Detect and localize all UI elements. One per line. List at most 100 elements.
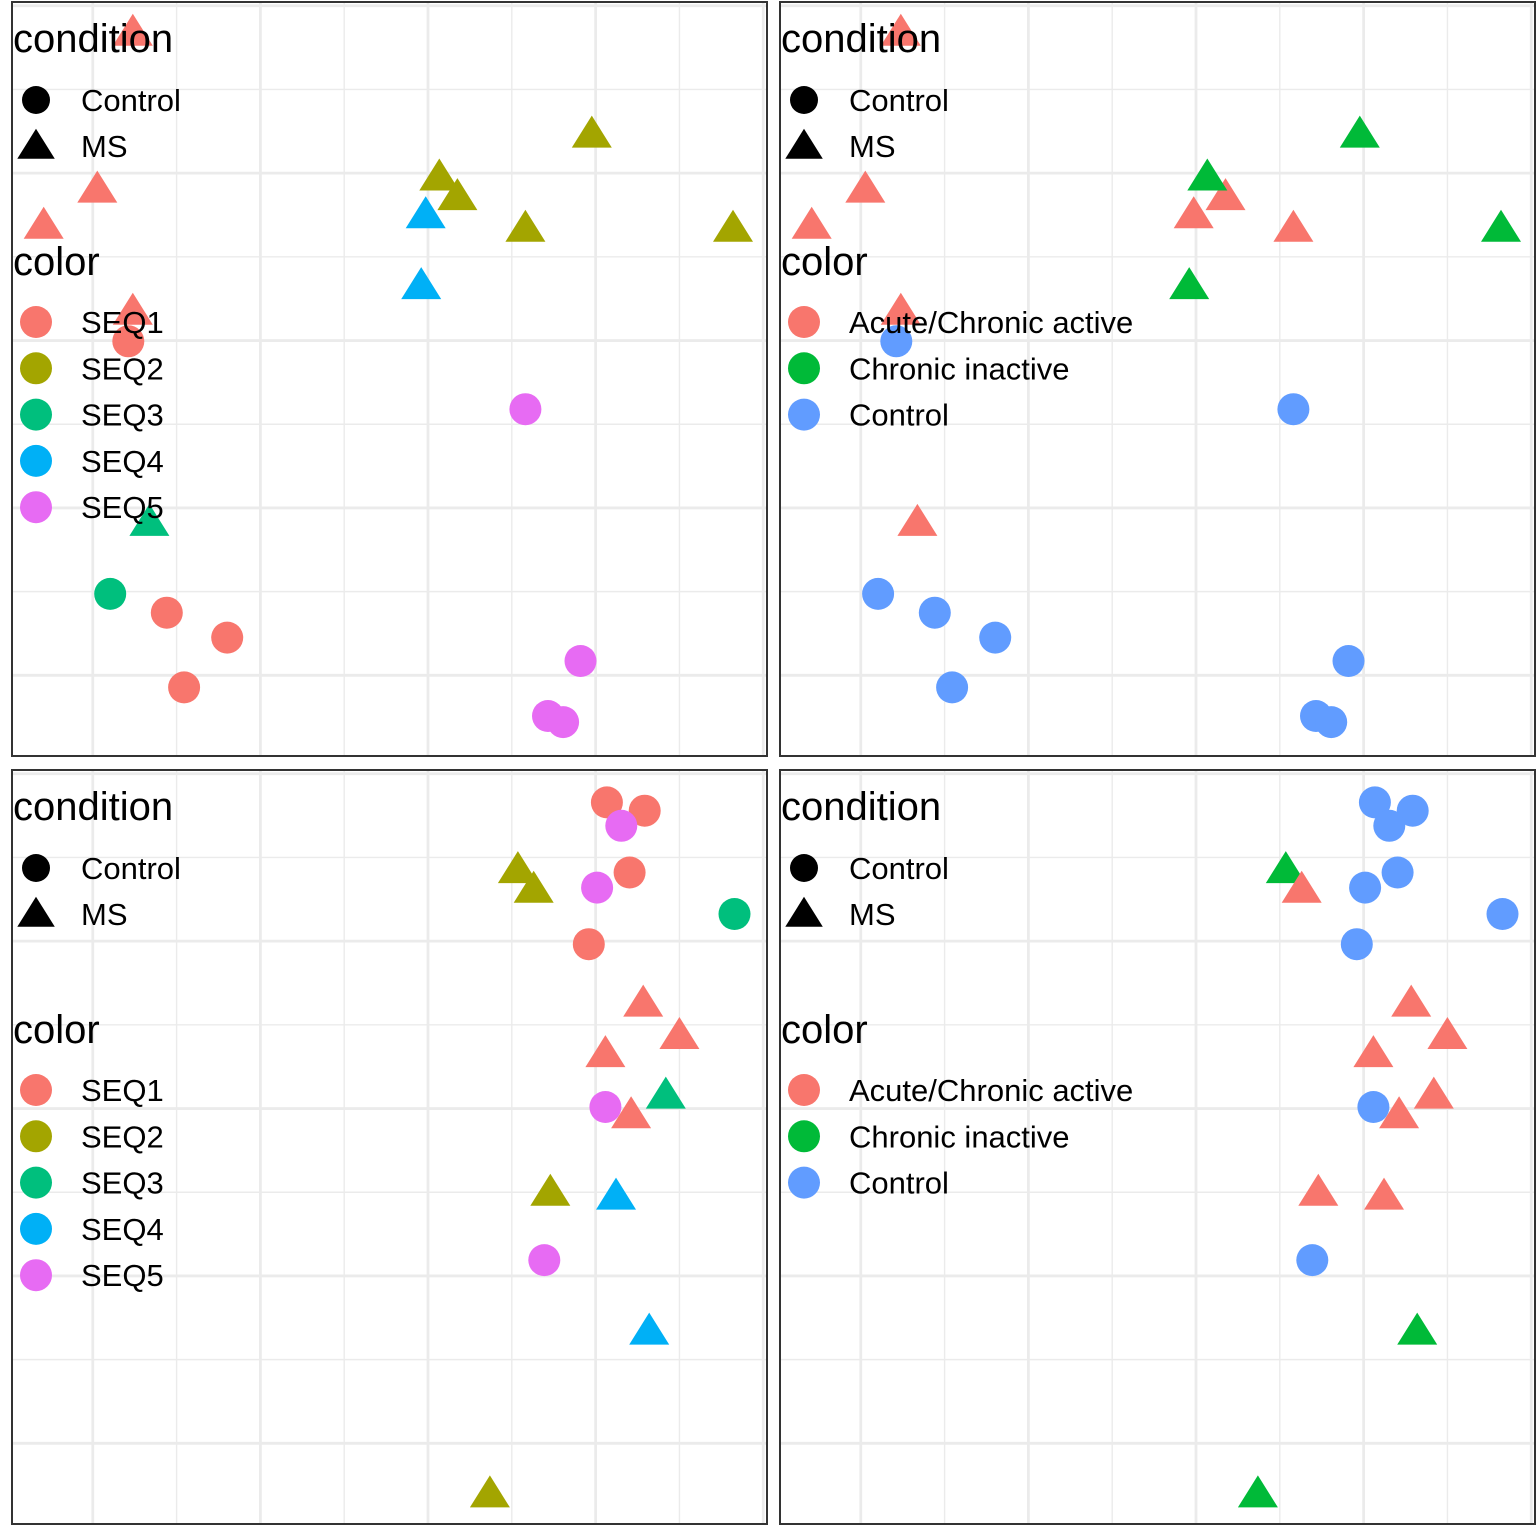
point-acute-chronic-active-ms bbox=[1173, 196, 1214, 229]
legend-key-control bbox=[790, 86, 818, 114]
legend-key-seq5 bbox=[20, 491, 52, 524]
panel-border bbox=[779, 1, 1536, 757]
legend-key-seq4 bbox=[20, 444, 52, 477]
point-seq3-ms bbox=[645, 1076, 686, 1109]
legend-key-ms bbox=[785, 896, 823, 927]
point-acute-chronic-active-ms bbox=[791, 206, 832, 239]
legend-key-acute-chronic-active bbox=[788, 1074, 820, 1106]
legend-label-chronic-inactive: Chronic inactive bbox=[849, 351, 1070, 386]
point-control-control bbox=[1373, 809, 1406, 842]
point-acute-chronic-active-ms bbox=[1353, 1035, 1394, 1068]
legend: condition Control MS color Acute/Chronic act… bbox=[781, 785, 1133, 1201]
point-seq5-control bbox=[528, 1244, 561, 1277]
data-points bbox=[469, 786, 751, 1508]
legend-key-acute-chronic-active bbox=[788, 306, 820, 338]
point-chronic-inactive-ms bbox=[1397, 1312, 1438, 1345]
point-seq5-control bbox=[589, 1091, 622, 1123]
panel-border bbox=[779, 769, 1536, 1525]
panel-border bbox=[11, 769, 768, 1525]
point-chronic-inactive-ms bbox=[1169, 267, 1210, 300]
point-seq4-ms bbox=[629, 1312, 670, 1345]
point-seq3-control bbox=[718, 898, 751, 930]
legend-label-ms: MS bbox=[81, 129, 128, 164]
point-acute-chronic-active-ms bbox=[1364, 1177, 1404, 1210]
point-control-control bbox=[1296, 1244, 1329, 1277]
legend-label-control: Control bbox=[849, 851, 949, 886]
legend-title-color: color bbox=[781, 1008, 868, 1052]
legend-key-ms bbox=[785, 128, 823, 159]
point-seq3-control bbox=[94, 577, 127, 610]
point-seq1-control bbox=[211, 621, 244, 654]
point-seq3-ms bbox=[129, 503, 170, 536]
legend-key-chronic-inactive bbox=[788, 352, 820, 385]
legend-label-seq2: SEQ2 bbox=[81, 351, 164, 386]
legend-key-ms bbox=[17, 128, 55, 159]
legend-key-control bbox=[790, 854, 818, 882]
scatter-panel-bottom-right: condition Control MS color Acute/Chronic act… bbox=[779, 769, 1536, 1525]
point-acute-chronic-active-ms bbox=[880, 292, 921, 325]
legend-label-chronic-inactive: Chronic inactive bbox=[849, 1119, 1070, 1154]
point-seq1-ms bbox=[77, 170, 118, 203]
point-seq1-ms bbox=[112, 13, 153, 46]
legend-label-seq5: SEQ5 bbox=[81, 1258, 164, 1293]
legend-key-ms bbox=[17, 896, 55, 927]
point-control-control bbox=[979, 621, 1012, 654]
point-control-control bbox=[936, 671, 969, 704]
point-seq1-ms bbox=[623, 984, 664, 1017]
point-seq1-ms bbox=[611, 1096, 652, 1129]
point-acute-chronic-active-ms bbox=[1391, 984, 1432, 1017]
panel-background bbox=[780, 770, 1535, 1524]
point-acute-chronic-active-ms bbox=[845, 170, 886, 203]
scatter-panel-bottom-left: condition Control MS color SEQ1 SEQ2 SEQ3 SEQ4 S… bbox=[11, 769, 768, 1525]
point-seq2-ms bbox=[530, 1173, 571, 1206]
legend: condition Control MS color SEQ1 SEQ2 SEQ3 SEQ4 S… bbox=[13, 17, 181, 525]
point-seq4-ms bbox=[405, 196, 446, 229]
point-acute-chronic-active-ms bbox=[897, 503, 938, 536]
point-seq2-ms bbox=[513, 870, 554, 903]
point-seq1-ms bbox=[112, 292, 153, 325]
point-control-control bbox=[1349, 871, 1382, 904]
legend-label-seq4: SEQ4 bbox=[81, 1212, 164, 1247]
legend-key-control bbox=[22, 86, 50, 114]
point-seq1-control bbox=[613, 856, 646, 889]
point-acute-chronic-active-ms bbox=[1205, 178, 1246, 211]
point-control-control bbox=[1340, 928, 1373, 961]
point-seq4-ms bbox=[596, 1177, 636, 1210]
legend-label-seq5: SEQ5 bbox=[81, 490, 164, 525]
legend-key-control bbox=[788, 1166, 820, 1199]
point-chronic-inactive-ms bbox=[1481, 209, 1521, 242]
gridlines bbox=[12, 770, 767, 1524]
scatter-panel-top-left: condition Control MS color SEQ1 SEQ2 SEQ3 SEQ4 S… bbox=[11, 1, 768, 757]
data-points bbox=[23, 13, 753, 739]
point-seq1-control bbox=[628, 794, 661, 827]
legend-key-seq4 bbox=[20, 1212, 52, 1245]
point-seq2-ms bbox=[419, 158, 460, 191]
point-seq2-ms bbox=[437, 178, 478, 211]
scatter-panel-top-right: condition Control MS color Acute/Chronic act… bbox=[779, 1, 1536, 757]
point-seq1-ms bbox=[659, 1017, 700, 1049]
point-control-control bbox=[1315, 706, 1348, 739]
legend-label-seq4: SEQ4 bbox=[81, 444, 164, 479]
legend-label-seq2: SEQ2 bbox=[81, 1119, 164, 1154]
point-seq5-control bbox=[605, 809, 638, 842]
point-acute-chronic-active-ms bbox=[1413, 1076, 1454, 1109]
point-control-control bbox=[918, 596, 951, 629]
legend-label-control: Control bbox=[849, 398, 949, 433]
legend-label-control: Control bbox=[81, 83, 181, 118]
point-seq2-ms bbox=[713, 209, 753, 242]
panel-border bbox=[11, 1, 768, 757]
legend-key-control bbox=[788, 398, 820, 431]
point-seq2-ms bbox=[469, 1475, 510, 1508]
point-chronic-inactive-ms bbox=[1265, 851, 1306, 884]
point-acute-chronic-active-ms bbox=[1273, 209, 1314, 242]
legend-key-seq2 bbox=[20, 1120, 52, 1153]
point-chronic-inactive-ms bbox=[1237, 1475, 1278, 1508]
legend-title-condition: condition bbox=[13, 785, 173, 829]
legend-label-seq3: SEQ3 bbox=[81, 1166, 164, 1201]
point-seq1-control bbox=[150, 596, 183, 629]
point-seq5-control bbox=[509, 393, 542, 426]
gridlines bbox=[780, 770, 1535, 1524]
point-seq2-ms bbox=[497, 851, 538, 884]
point-acute-chronic-active-ms bbox=[1379, 1096, 1420, 1129]
point-control-control bbox=[1358, 786, 1391, 819]
